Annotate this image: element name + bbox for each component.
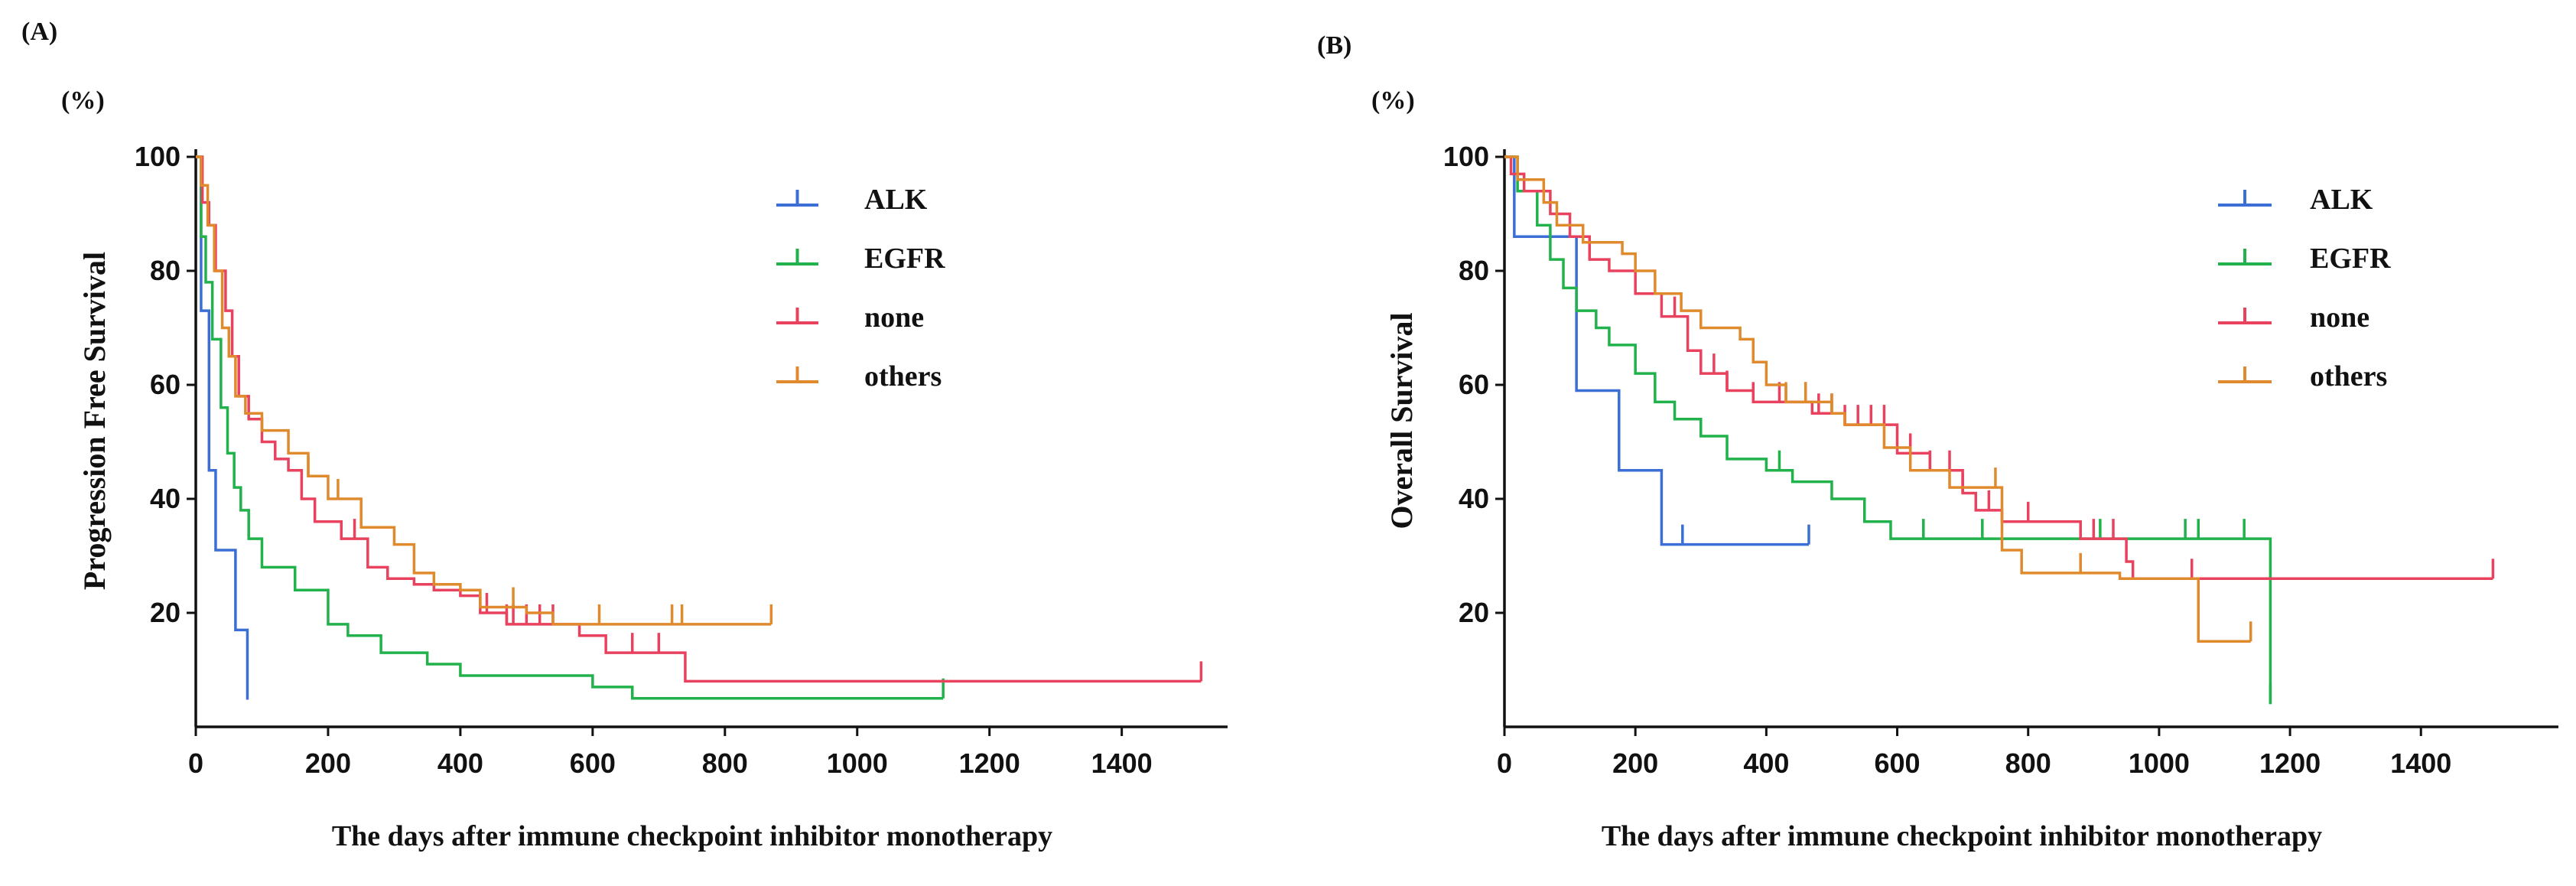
y-tick-label: 40 (1459, 483, 1489, 514)
x-tick-label: 0 (188, 748, 203, 779)
legend: ALK EGFR none others (2218, 184, 2391, 393)
series-none-curve (196, 155, 1203, 683)
series-others-curve (1504, 155, 2252, 643)
legend-label: ALK (864, 184, 928, 216)
legend-item-egfr: EGFR (2218, 243, 2391, 275)
legend-label: others (2310, 360, 2387, 393)
km-step-line (196, 155, 1202, 683)
km-step-line (196, 155, 772, 626)
legend-item-none: none (2218, 301, 2369, 334)
y-tick-label: 60 (1459, 369, 1489, 400)
panel-label: (B) (1317, 31, 1351, 60)
panel-label: (A) (21, 18, 57, 46)
x-tick-label: 1400 (2390, 748, 2451, 779)
x-tick-label: 600 (570, 748, 616, 779)
legend-label: others (864, 360, 942, 393)
y-tick-label: 100 (1443, 141, 1489, 172)
x-tick-label: 800 (2005, 748, 2051, 779)
legend-label: none (864, 301, 924, 334)
survival-curves (196, 155, 1203, 700)
y-tick-label: 80 (1459, 255, 1489, 286)
km-step-line (196, 155, 944, 700)
x-tick-label: 400 (437, 748, 483, 779)
x-tick-label: 1000 (2129, 748, 2190, 779)
y-tick-label: 40 (150, 483, 181, 514)
legend-item-none: none (776, 301, 924, 334)
series-alk-curve (1504, 155, 1810, 546)
survival-curves (1504, 155, 2495, 705)
y-tick-label: 60 (150, 369, 181, 400)
x-tick-label: 0 (1497, 748, 1512, 779)
legend-label: EGFR (864, 243, 945, 275)
legend-item-egfr: EGFR (776, 243, 945, 275)
x-tick-label: 400 (1743, 748, 1789, 779)
y-unit-label: (%) (1371, 86, 1415, 115)
km-step-line (1504, 155, 1809, 546)
panel-a-pfs-chart: (A) (%) Progression Free Survival The da… (21, 18, 1228, 852)
x-tick-label: 1200 (959, 748, 1020, 779)
km-step-line (1504, 155, 2251, 643)
y-tick-label: 80 (150, 255, 181, 286)
y-axis-label: Progression Free Survival (77, 252, 112, 590)
x-tick-label: 1200 (2259, 748, 2321, 779)
legend-label: none (2310, 301, 2369, 334)
x-tick-label: 200 (305, 748, 351, 779)
km-step-line (1504, 155, 2272, 705)
y-tick-label: 20 (150, 597, 181, 628)
km-step-line (196, 155, 249, 700)
x-tick-label: 800 (702, 748, 748, 779)
x-tick-label: 200 (1612, 748, 1658, 779)
x-tick-label: 1400 (1091, 748, 1153, 779)
series-others-curve (196, 155, 773, 626)
y-axis-label: Overall Survival (1384, 312, 1419, 529)
legend-item-alk: ALK (2218, 184, 2373, 216)
series-egfr-curve (196, 155, 945, 700)
legend-label: EGFR (2310, 243, 2391, 275)
legend-item-alk: ALK (776, 184, 928, 216)
panel-b-os-chart: (B) (%) Overall Survival The days after … (1317, 31, 2558, 852)
x-axis-label: The days after immune checkpoint inhibit… (1602, 820, 2322, 852)
series-egfr-curve (1504, 155, 2272, 705)
legend-item-others: others (776, 360, 942, 393)
x-tick-label: 600 (1875, 748, 1921, 779)
x-tick-label: 1000 (827, 748, 888, 779)
y-tick-label: 20 (1459, 597, 1489, 628)
legend-item-others: others (2218, 360, 2387, 393)
series-alk-curve (196, 155, 249, 700)
legend: ALK EGFR none others (776, 184, 945, 393)
legend-label: ALK (2310, 184, 2373, 216)
y-tick-label: 100 (135, 141, 181, 172)
y-unit-label: (%) (61, 86, 105, 115)
x-axis-label: The days after immune checkpoint inhibit… (332, 820, 1052, 852)
